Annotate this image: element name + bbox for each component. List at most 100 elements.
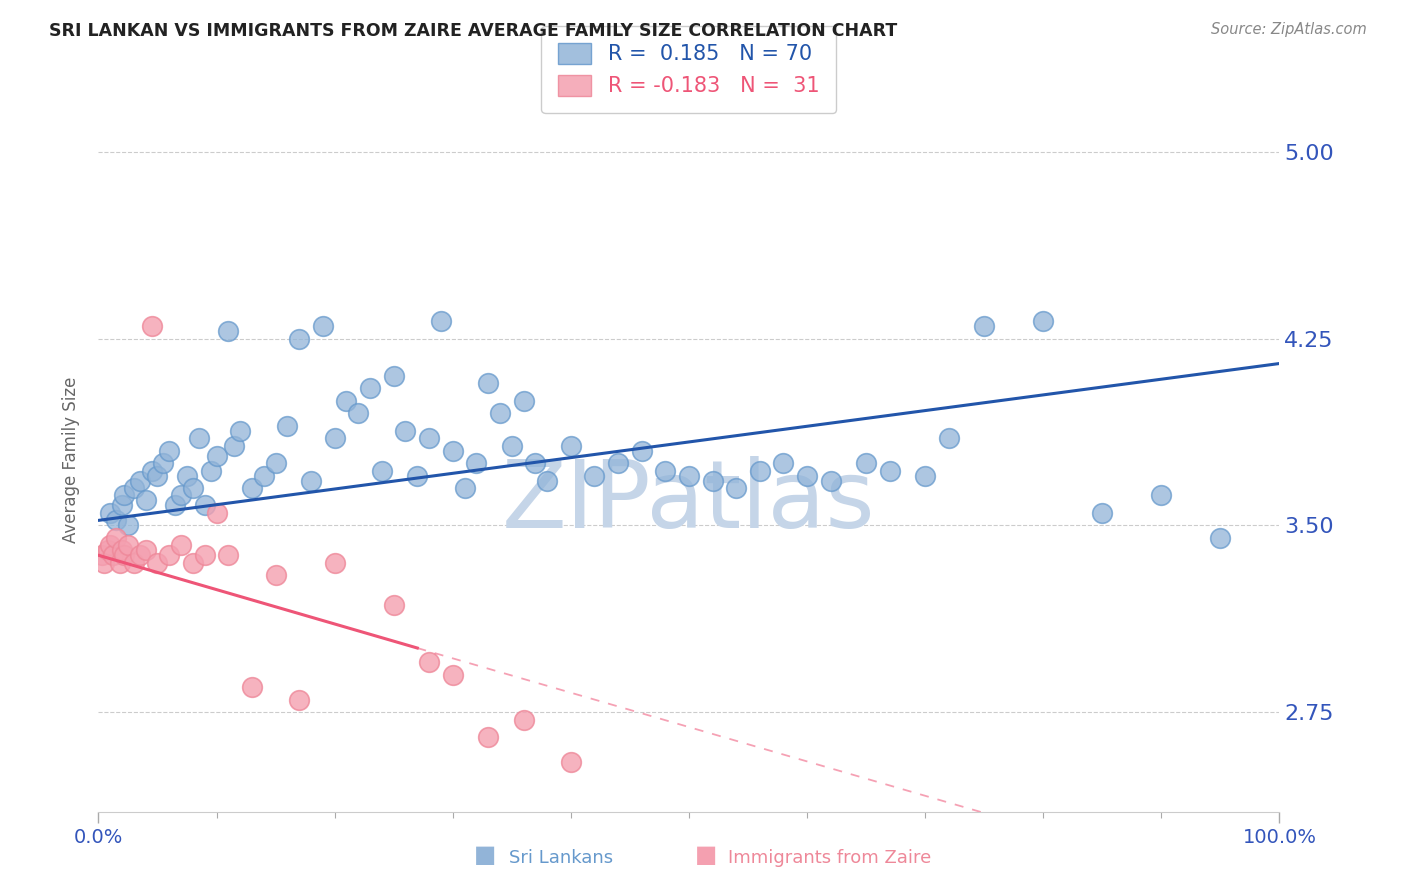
Point	[654, 464, 676, 478]
Point	[108, 556, 131, 570]
Point	[524, 456, 547, 470]
Point	[441, 667, 464, 681]
Point	[394, 424, 416, 438]
Point	[117, 538, 139, 552]
Point	[205, 506, 228, 520]
Point	[1032, 314, 1054, 328]
Point	[512, 393, 534, 408]
Text: ■: ■	[695, 843, 717, 867]
Point	[111, 543, 134, 558]
Point	[105, 531, 128, 545]
Point	[146, 468, 169, 483]
Text: ■: ■	[474, 843, 496, 867]
Point	[205, 449, 228, 463]
Point	[607, 456, 630, 470]
Point	[938, 431, 960, 445]
Point	[630, 443, 652, 458]
Legend: R =  0.185   N = 70, R = -0.183   N =  31: R = 0.185 N = 70, R = -0.183 N = 31	[541, 26, 837, 113]
Point	[288, 332, 311, 346]
Point	[101, 548, 124, 562]
Point	[347, 406, 370, 420]
Point	[477, 730, 499, 744]
Point	[240, 481, 263, 495]
Point	[122, 556, 145, 570]
Point	[165, 499, 187, 513]
Point	[93, 556, 115, 570]
Point	[117, 518, 139, 533]
Point	[157, 548, 180, 562]
Point	[748, 464, 770, 478]
Point	[181, 481, 204, 495]
Point	[276, 418, 298, 433]
Point	[725, 481, 748, 495]
Point	[512, 713, 534, 727]
Text: Source: ZipAtlas.com: Source: ZipAtlas.com	[1211, 22, 1367, 37]
Point	[111, 499, 134, 513]
Point	[288, 692, 311, 706]
Point	[583, 468, 606, 483]
Point	[441, 443, 464, 458]
Point	[820, 474, 842, 488]
Point	[224, 439, 246, 453]
Point	[141, 464, 163, 478]
Point	[855, 456, 877, 470]
Point	[217, 324, 239, 338]
Text: SRI LANKAN VS IMMIGRANTS FROM ZAIRE AVERAGE FAMILY SIZE CORRELATION CHART: SRI LANKAN VS IMMIGRANTS FROM ZAIRE AVER…	[49, 22, 897, 40]
Point	[772, 456, 794, 470]
Point	[264, 456, 287, 470]
Text: Immigrants from Zaire: Immigrants from Zaire	[728, 849, 932, 867]
Point	[1091, 506, 1114, 520]
Point	[702, 474, 724, 488]
Point	[122, 481, 145, 495]
Point	[536, 474, 558, 488]
Point	[98, 506, 121, 520]
Point	[973, 319, 995, 334]
Point	[157, 443, 180, 458]
Point	[1209, 531, 1232, 545]
Point	[323, 556, 346, 570]
Point	[194, 499, 217, 513]
Point	[105, 513, 128, 527]
Point	[146, 556, 169, 570]
Point	[560, 439, 582, 453]
Point	[200, 464, 222, 478]
Point	[335, 393, 357, 408]
Point	[229, 424, 252, 438]
Point	[678, 468, 700, 483]
Point	[128, 474, 150, 488]
Point	[97, 543, 120, 558]
Point	[98, 538, 121, 552]
Point	[135, 543, 157, 558]
Point	[371, 464, 394, 478]
Point	[112, 548, 135, 562]
Point	[187, 431, 209, 445]
Point	[323, 431, 346, 445]
Point	[477, 376, 499, 391]
Point	[170, 538, 193, 552]
Point	[128, 548, 150, 562]
Point	[181, 556, 204, 570]
Point	[135, 493, 157, 508]
Point	[382, 598, 405, 612]
Point	[359, 381, 381, 395]
Point	[406, 468, 429, 483]
Point	[418, 656, 440, 670]
Point	[141, 319, 163, 334]
Point	[264, 568, 287, 582]
Point	[453, 481, 475, 495]
Point	[152, 456, 174, 470]
Y-axis label: Average Family Size: Average Family Size	[62, 376, 80, 542]
Point	[1150, 488, 1173, 502]
Point	[112, 488, 135, 502]
Point	[91, 548, 114, 562]
Point	[194, 548, 217, 562]
Point	[418, 431, 440, 445]
Point	[240, 680, 263, 694]
Point	[879, 464, 901, 478]
Point	[489, 406, 512, 420]
Text: Sri Lankans: Sri Lankans	[509, 849, 613, 867]
Point	[914, 468, 936, 483]
Point	[796, 468, 818, 483]
Text: ZIPatlas: ZIPatlas	[502, 456, 876, 548]
Point	[382, 368, 405, 383]
